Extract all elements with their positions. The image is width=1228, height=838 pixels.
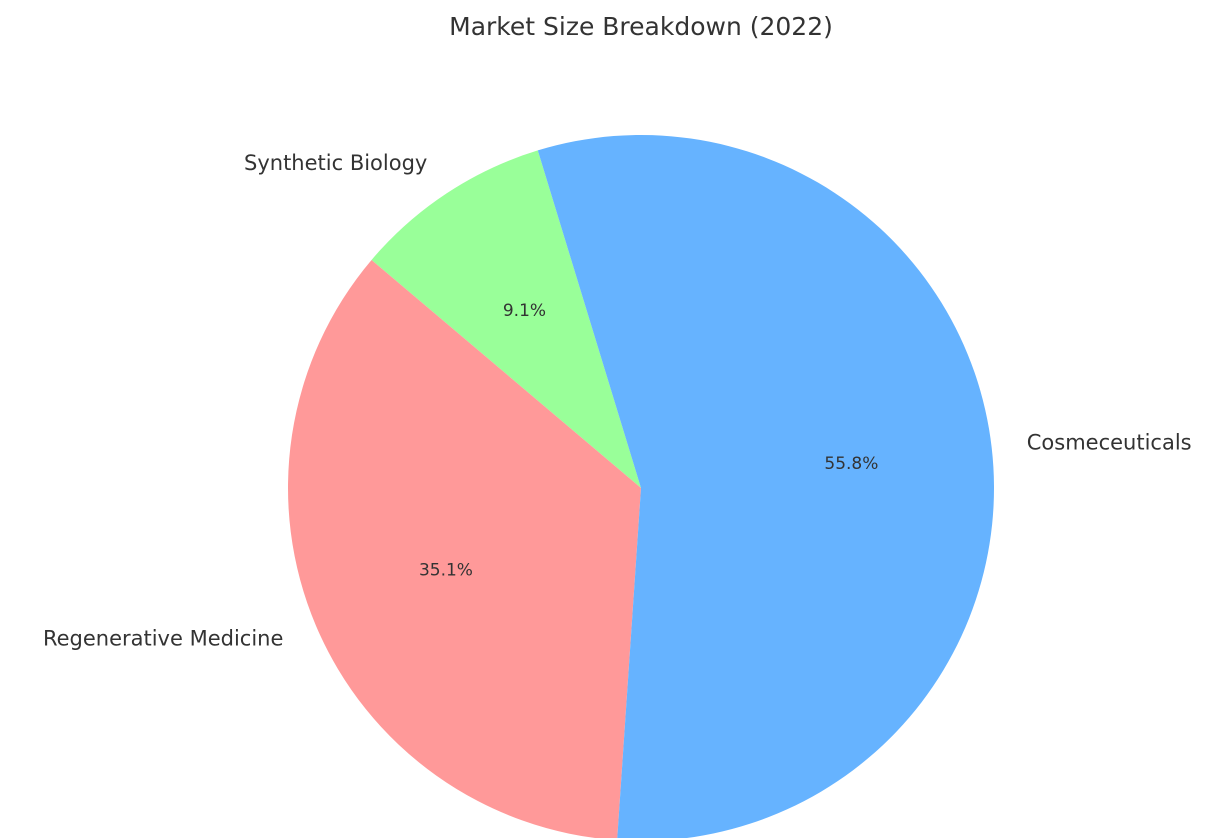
slice-label: Cosmeceuticals [1027, 431, 1192, 455]
pie-slice [288, 259, 641, 838]
pie-slice [371, 150, 641, 488]
slice-percent: 55.8% [824, 454, 878, 474]
slice-label: Regenerative Medicine [43, 626, 283, 650]
pie-slice [537, 135, 994, 838]
chart-title: Market Size Breakdown (2022) [449, 12, 833, 41]
slice-percent: 35.1% [419, 561, 473, 581]
slice-percent: 9.1% [503, 301, 546, 321]
slice-label: Synthetic Biology [244, 151, 427, 175]
